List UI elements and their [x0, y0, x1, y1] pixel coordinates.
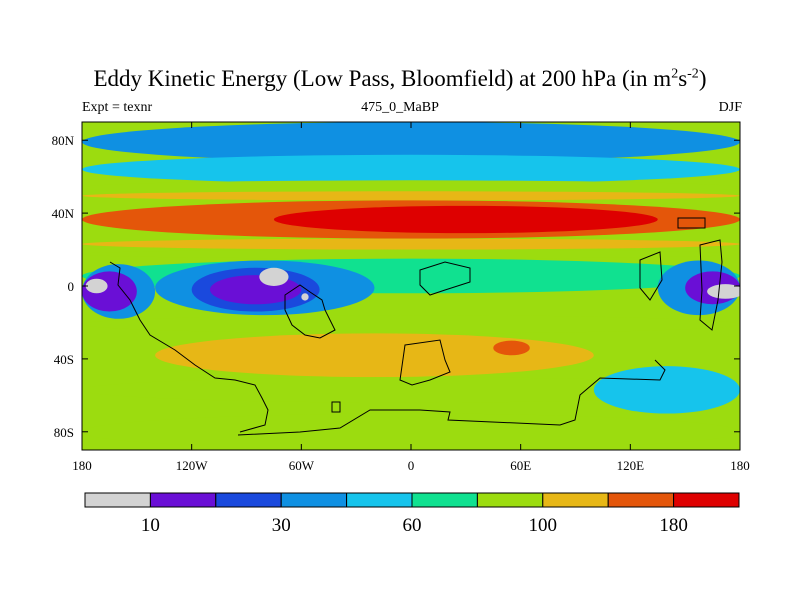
colorbar-label-1: 10 [141, 515, 160, 536]
x-tick-label-0: 180 [72, 458, 92, 473]
contour-region-19 [82, 377, 740, 403]
contour-region-1 [82, 154, 740, 184]
colorbar-swatch-1 [149, 492, 217, 508]
contour-region-17 [155, 333, 594, 378]
contour-region-16 [82, 315, 740, 334]
x-tick-label-1: 120W [176, 458, 209, 473]
coastline-africa [284, 284, 336, 339]
coastline-asia [419, 261, 471, 296]
run-label: 475_0_MaBP [361, 100, 439, 115]
colorbar-swatch-4 [346, 492, 413, 508]
contour-region-7 [82, 249, 740, 259]
colorbar-swatch-5 [411, 492, 478, 508]
colorbar: 10 30 60 100 180 [84, 492, 740, 536]
contour-region-21 [82, 413, 740, 450]
chart-title: Eddy Kinetic Energy (Low Pass, Bloomfiel… [93, 66, 707, 91]
x-tick-label-5: 120E [617, 458, 645, 473]
colorbar-label-5: 60 [403, 515, 422, 536]
colorbar-swatch-8 [607, 492, 675, 508]
contour-spot-1 [259, 267, 289, 286]
y-tick-label-4: 80S [54, 425, 74, 440]
x-tick-label-6: 180 [730, 458, 750, 473]
colorbar-swatch-2 [215, 492, 282, 508]
x-tick-label-3: 0 [408, 458, 415, 473]
season-label: DJF [718, 100, 742, 115]
colorbar-label-7: 100 [529, 515, 558, 536]
coastline-small-island [331, 401, 341, 413]
contour-region-2 [82, 180, 740, 195]
colorbar-swatch-7 [542, 492, 609, 508]
coastline-japan [677, 217, 706, 229]
y-tick-label-3: 40S [54, 352, 74, 367]
contour-region-6 [82, 238, 740, 250]
coastline-east-asia [639, 251, 663, 301]
colorbar-swatch-3 [280, 492, 348, 508]
coastline-south-america [109, 261, 269, 433]
experiment-label: Expt = texnr [82, 100, 153, 115]
y-tick-label-2: 0 [68, 279, 75, 294]
coastline-antarctica [237, 359, 666, 436]
colorbar-label-9: 180 [659, 515, 688, 536]
contour-region-3 [82, 191, 740, 201]
coastlines [109, 217, 723, 436]
contour-region-0 [82, 122, 740, 163]
colorbar-swatch-6 [476, 492, 544, 508]
contour-region-20 [593, 366, 740, 414]
coastline-australia [699, 239, 723, 331]
colorbar-label-3: 30 [272, 515, 291, 536]
contour-spot-2 [301, 293, 309, 301]
coastline-islands [399, 339, 451, 386]
contour-fills [82, 122, 740, 450]
colorbar-swatch-9 [673, 492, 740, 508]
y-tick-label-0: 80N [52, 133, 75, 148]
contour-spot-3 [707, 284, 740, 299]
x-tick-label-4: 60E [510, 458, 531, 473]
contour-region-5 [273, 205, 658, 234]
contour-region-18 [493, 340, 530, 356]
x-tick-label-2: 60W [289, 458, 315, 473]
colorbar-swatch-0 [84, 492, 151, 508]
map-axes: 180 120W 60W 0 60E 120E 180 80N 40N 0 40S 80S [52, 122, 750, 473]
y-tick-label-1: 40N [52, 206, 75, 221]
contour-spot-0 [85, 278, 108, 294]
